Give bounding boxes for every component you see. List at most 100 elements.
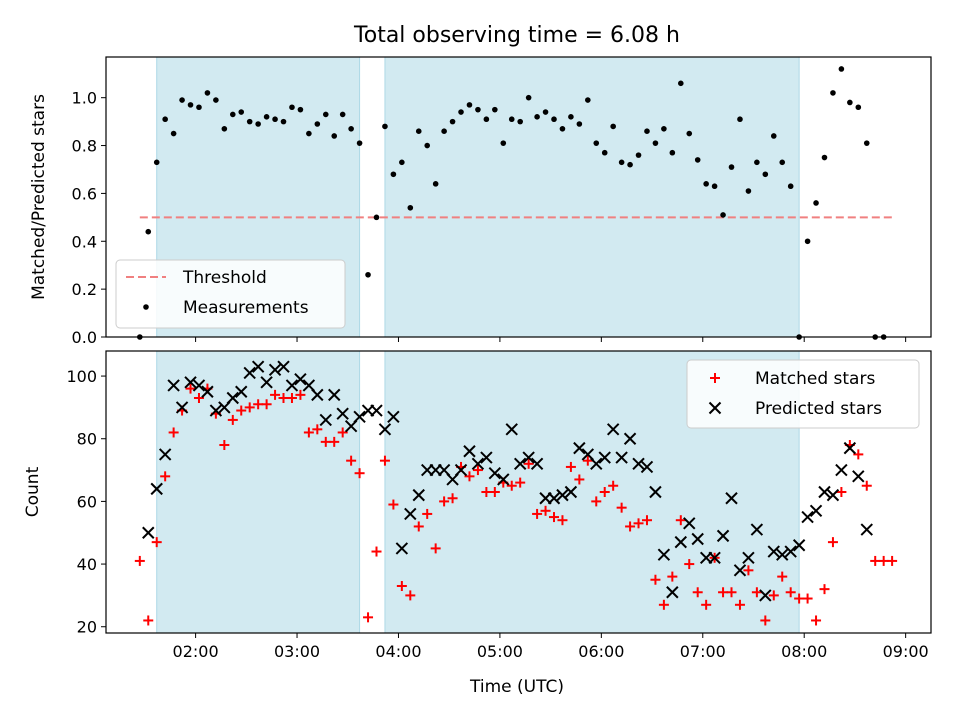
predicted-star-mark-b — [776, 548, 789, 561]
predicted-star-mark-b — [285, 379, 299, 392]
predicted-star-mark-b — [606, 423, 620, 436]
predicted-star-mark-b — [809, 504, 823, 518]
matched-star-point — [540, 505, 551, 516]
measurement-point — [162, 116, 168, 123]
matched-star-point — [278, 393, 289, 403]
measurement-point — [804, 238, 811, 245]
matched-star-point — [827, 537, 838, 548]
x-tick-label: 07:00 — [680, 642, 726, 661]
predicted-star-mark-b — [201, 385, 214, 398]
predicted-star-point — [818, 485, 831, 499]
predicted-star-mark-b — [759, 589, 772, 602]
matched-star-point — [549, 512, 560, 523]
matched-star-point — [346, 455, 357, 466]
measurement-point — [703, 181, 709, 187]
y-tick-label: 60 — [77, 492, 97, 511]
measurement-point — [661, 125, 667, 132]
predicted-star-mark-b — [268, 363, 282, 377]
predicted-star-mark-b — [826, 488, 840, 502]
matched-star-point — [794, 593, 805, 604]
y-tick-label: 20 — [77, 618, 97, 637]
measurement-point — [534, 114, 540, 120]
predicted-star-mark-b — [454, 463, 468, 477]
predicted-star-point — [733, 564, 747, 577]
matched-star-point — [506, 480, 517, 491]
matched-star-point — [134, 555, 145, 566]
measurement-point — [407, 204, 414, 211]
y-axis-label: Count — [23, 466, 43, 517]
measurement-point — [348, 125, 354, 132]
predicted-star-mark-b — [412, 488, 425, 502]
predicted-star-point — [336, 407, 349, 420]
matched-star-point — [464, 471, 475, 482]
y-tick-label: 0.4 — [72, 232, 97, 251]
measurement-point — [508, 116, 515, 123]
predicted-star-mark-b — [336, 407, 349, 420]
legend: Threshold Measurements — [115, 259, 346, 329]
predicted-star-point — [285, 379, 299, 392]
matched-star-point — [320, 436, 331, 447]
predicted-star-point — [480, 451, 493, 464]
measurement-point — [500, 140, 507, 146]
predicted-star-point — [708, 551, 721, 565]
matched-star-point — [878, 555, 889, 566]
predicted-star-point — [243, 366, 256, 380]
legend-measurements-label: Measurements — [183, 298, 309, 318]
predicted-star-mark-b — [649, 485, 662, 499]
matched-star-point — [616, 502, 627, 513]
predicted-star-point — [158, 448, 172, 461]
predicted-star-point — [294, 372, 307, 386]
predicted-star-mark-b — [835, 463, 848, 477]
matched-star-point — [633, 518, 644, 529]
measurement-point — [306, 130, 312, 137]
predicted-star-point — [471, 457, 485, 471]
chart-title: Total observing time = 6.08 h — [353, 23, 680, 48]
measurement-point — [669, 149, 676, 156]
matched-star-point — [625, 521, 636, 532]
predicted-star-mark-b — [167, 379, 180, 392]
measurement-point — [339, 111, 346, 118]
predicted-star-point — [615, 451, 628, 464]
matched-star-point — [363, 612, 374, 623]
axes-frame — [105, 350, 932, 634]
matched-star-point — [557, 515, 568, 526]
legend-predicted-label: Predicted stars — [755, 399, 882, 419]
measurement-point — [635, 152, 642, 158]
predicted-star-point — [573, 441, 586, 455]
panel-count: 20 40 60 80 100 02:00 03:00 04:00 05:00 06:00 07:0… — [23, 350, 932, 661]
matched-star-point — [887, 555, 898, 566]
shaded-interval — [384, 56, 800, 338]
x-tick-label: 04:00 — [375, 642, 421, 661]
predicted-star-point — [226, 391, 240, 405]
predicted-star-mark-b — [184, 376, 197, 389]
predicted-star-mark-b — [852, 470, 865, 483]
measurement-point — [821, 154, 828, 161]
predicted-star-mark-b — [666, 586, 679, 599]
matched-star-point — [295, 389, 306, 400]
matched-star-point — [261, 399, 272, 410]
measurement-point — [170, 130, 177, 137]
x-tick-label: 08:00 — [781, 642, 827, 661]
predicted-star-mark-b — [150, 482, 163, 496]
predicted-star-mark-b — [209, 404, 223, 417]
predicted-star-point — [184, 376, 197, 389]
measurement-point — [838, 66, 845, 72]
measurement-point — [187, 102, 194, 108]
predicted-star-mark-b — [505, 423, 518, 436]
matched-star-point — [591, 496, 602, 507]
measurement-point — [601, 149, 608, 156]
predicted-star-point — [150, 482, 163, 496]
predicted-star-point — [606, 423, 620, 436]
measurement-point — [441, 128, 447, 134]
x-tick-label: 03:00 — [274, 642, 320, 661]
measurement-point — [847, 99, 853, 106]
predicted-star-mark-b — [725, 492, 738, 505]
predicted-star-point — [852, 470, 865, 483]
predicted-star-point — [370, 404, 383, 417]
matched-star-point — [270, 389, 281, 400]
predicted-star-mark-b — [716, 529, 730, 543]
predicted-star-point — [201, 385, 214, 398]
predicted-star-point — [750, 523, 764, 536]
predicted-star-mark-b — [192, 379, 206, 392]
predicted-star-mark-b — [226, 391, 240, 405]
